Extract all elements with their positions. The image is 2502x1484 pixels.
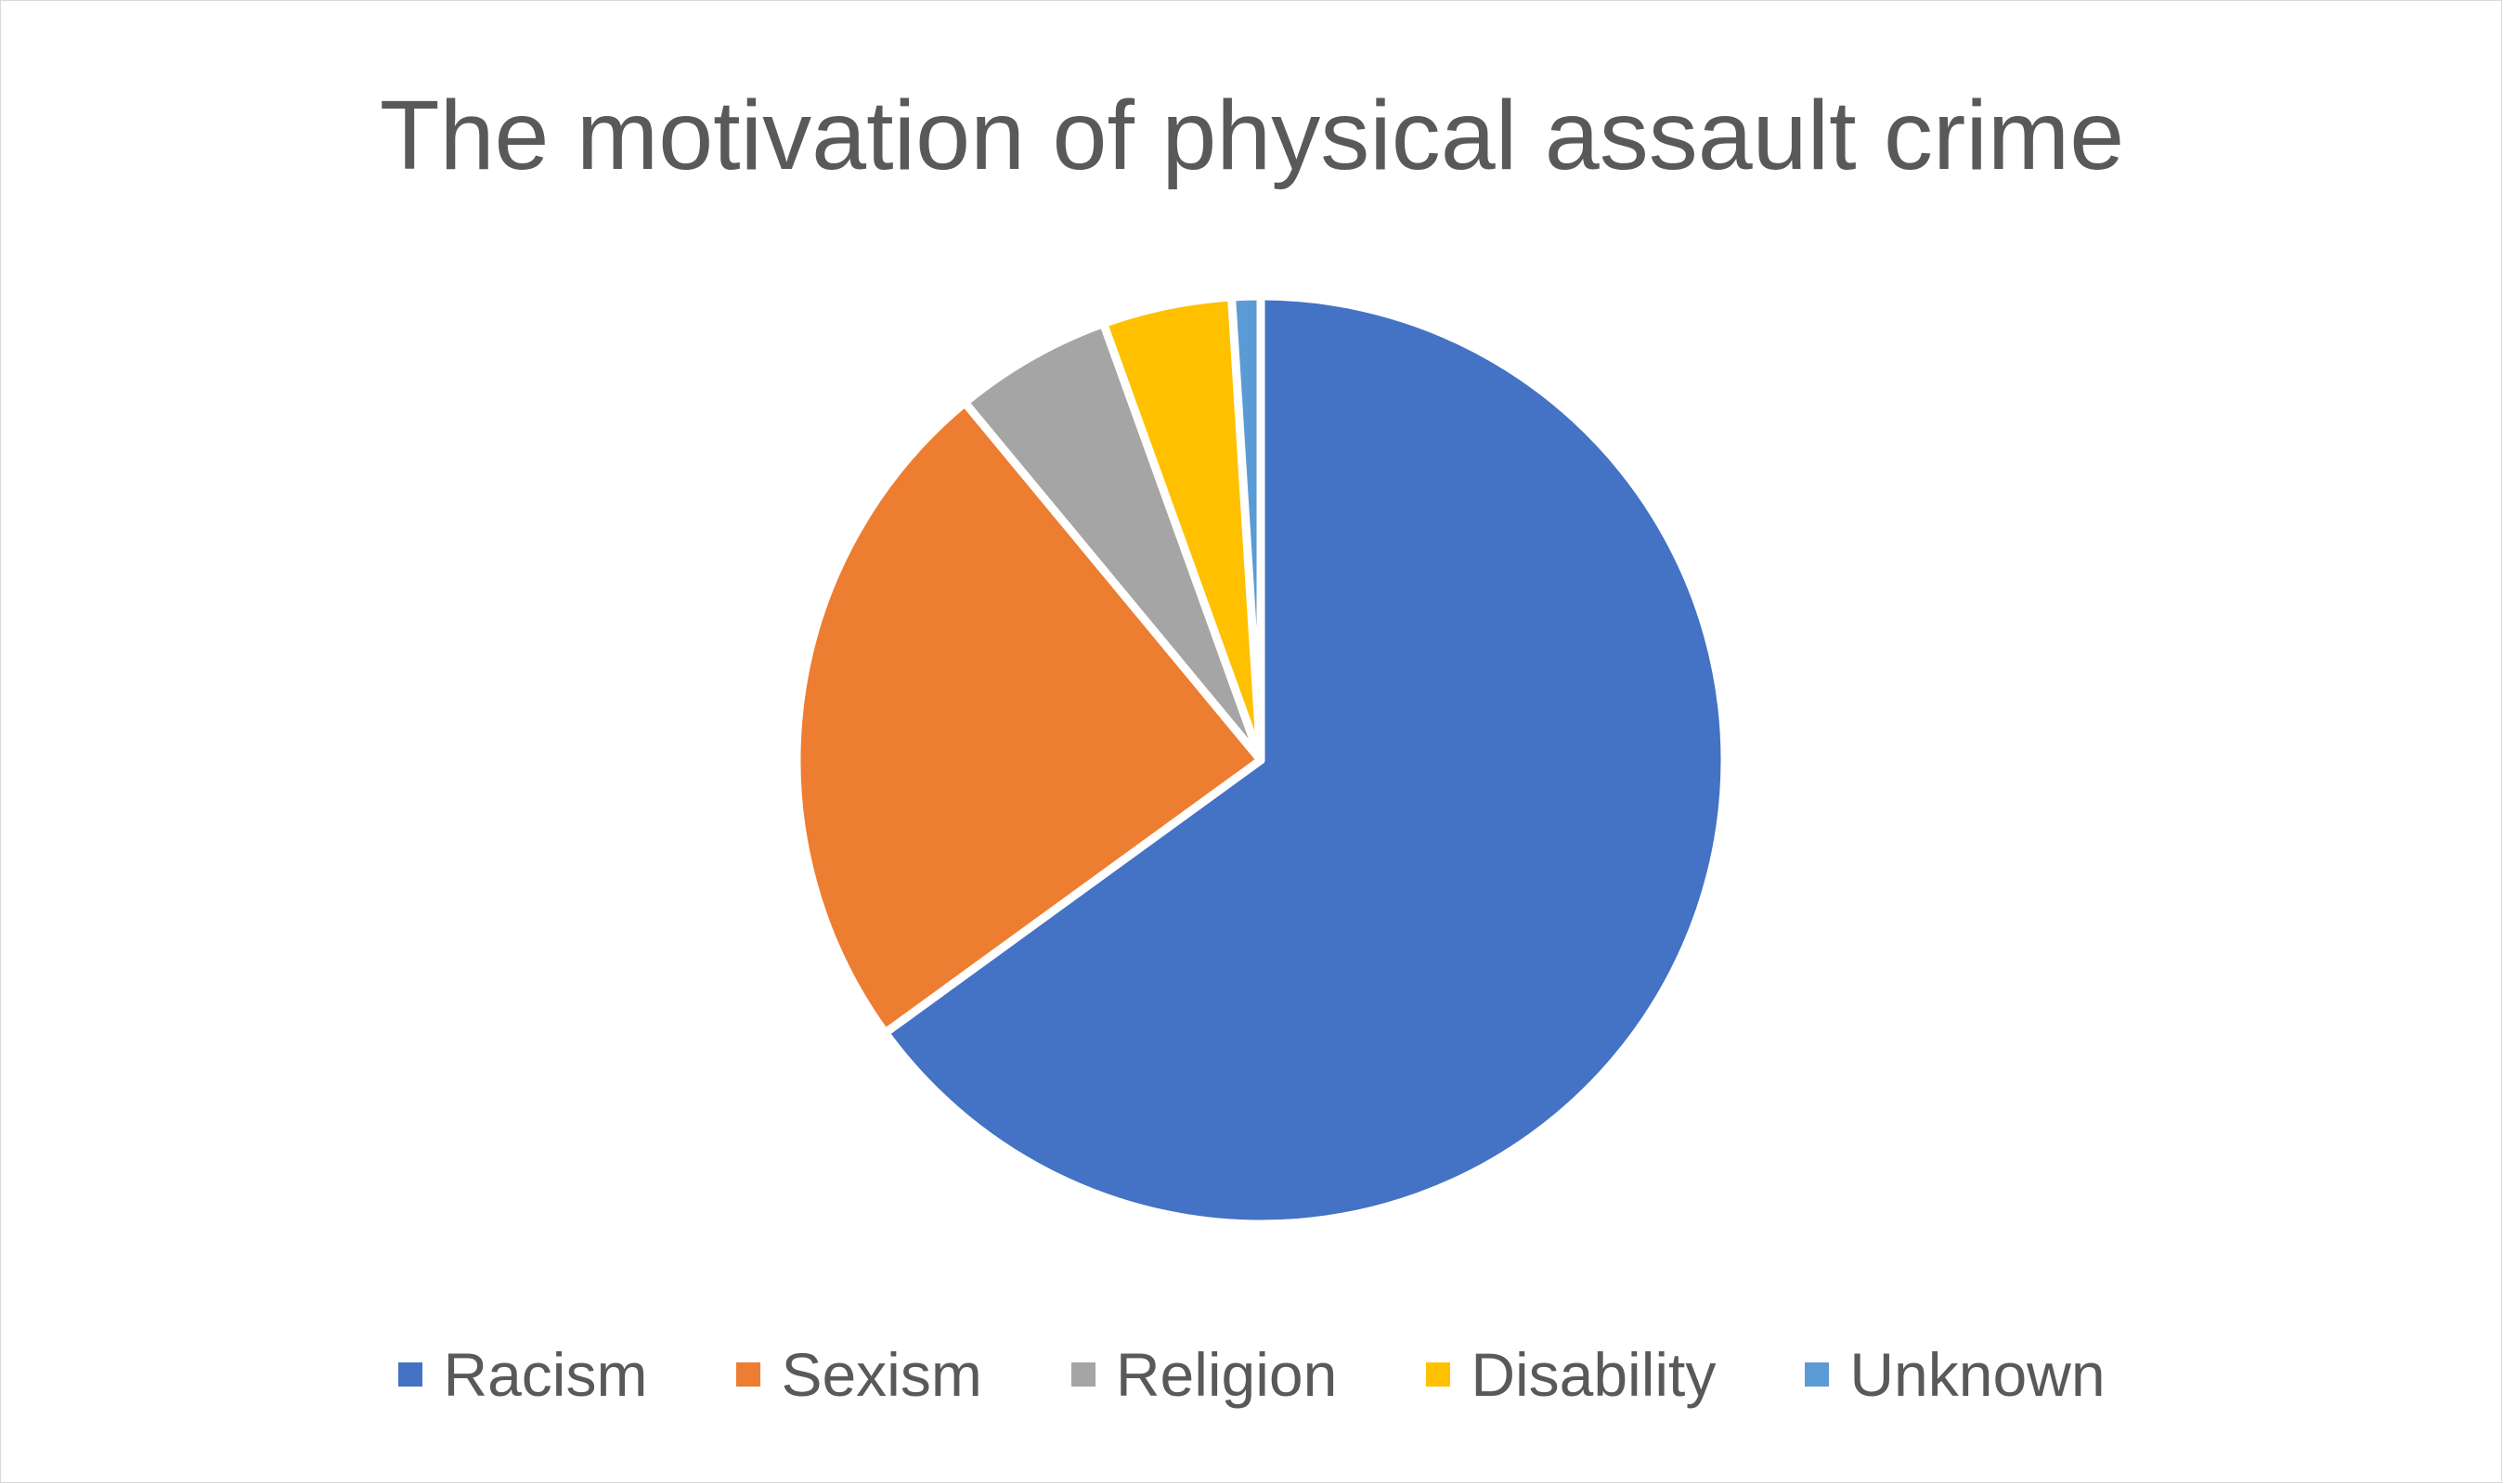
pie-slice-unknown bbox=[1227, 291, 1265, 765]
pie-slice-sexism bbox=[792, 398, 1265, 1038]
pie-slices bbox=[792, 291, 1730, 1229]
legend-label: Religion bbox=[1115, 1340, 1338, 1409]
chart-title: The motivation of physical assault crime bbox=[379, 81, 2125, 190]
legend-item-sexism: Sexism bbox=[736, 1337, 982, 1412]
legend-label: Unknown bbox=[1849, 1340, 2106, 1409]
legend-swatch bbox=[398, 1362, 423, 1387]
legend-item-racism: Racism bbox=[398, 1337, 647, 1412]
pie-slice-religion bbox=[960, 319, 1265, 765]
legend-label: Sexism bbox=[781, 1340, 982, 1409]
legend-item-religion: Religion bbox=[1070, 1337, 1338, 1412]
legend-label: Disability bbox=[1471, 1340, 1717, 1409]
legend-item-disability: Disability bbox=[1426, 1337, 1716, 1412]
legend-swatch bbox=[1070, 1362, 1095, 1387]
legend-item-unknown: Unknown bbox=[1805, 1337, 2106, 1412]
legend-swatch bbox=[736, 1362, 761, 1387]
legend-label: Racism bbox=[443, 1340, 648, 1409]
legend-swatch bbox=[1426, 1362, 1451, 1387]
pie-slice-racism bbox=[880, 291, 1730, 1229]
legend-swatch bbox=[1805, 1362, 1830, 1387]
legend: Racism Sexism Religion Disability Unknown bbox=[1, 1337, 2502, 1412]
